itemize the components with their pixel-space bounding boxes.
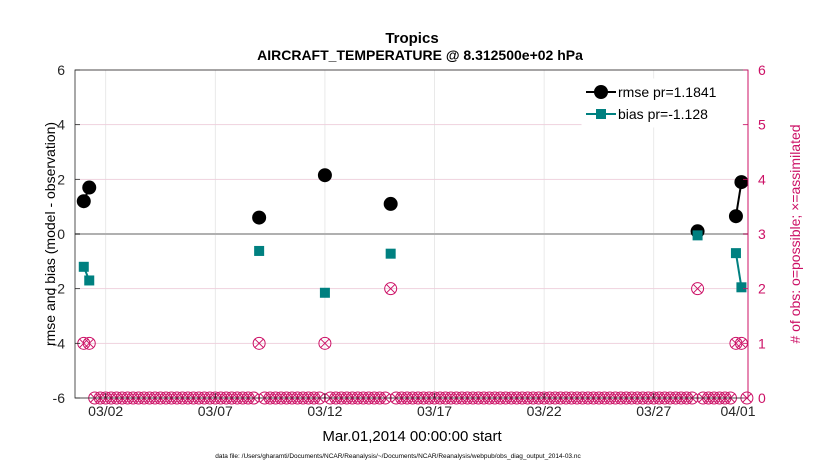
bias-point: [319, 287, 330, 298]
legend: rmse pr=1.1841 bias pr=-1.128: [581, 78, 743, 128]
obs-assimilated-marker: [84, 338, 95, 349]
y2-tick-label: 5: [758, 117, 766, 133]
bias-point: [78, 261, 89, 272]
bias-point: [84, 275, 95, 286]
x-tick-label: 03/17: [417, 403, 452, 419]
y2-tick-label: 6: [758, 62, 766, 78]
rmse-point: [734, 175, 749, 190]
obs-assimilated-cross-stroke: [254, 338, 264, 349]
obs-assimilated-marker: [692, 283, 703, 294]
obs-possible-marker: [691, 282, 705, 296]
obs-possible-marker: [384, 282, 398, 296]
y-tick-label: 4: [57, 117, 65, 133]
rmse-point: [317, 168, 332, 183]
obs-assimilated-marker: [736, 338, 747, 349]
y2-tick-label: 0: [758, 390, 766, 406]
x-tick-label: 03/12: [307, 403, 342, 419]
legend-box: [581, 78, 743, 128]
x-axis-label: Mar.01,2014 00:00:00 start: [322, 428, 502, 445]
legend-bias-label: bias pr=-1.128: [618, 106, 708, 122]
obs-assimilated-cross-stroke: [385, 283, 396, 294]
x-tick-label: 04/01: [720, 403, 755, 419]
rmse-point: [728, 209, 743, 224]
rmse-point: [82, 180, 97, 195]
obs-assimilated-cross-stroke: [84, 338, 95, 349]
legend-rmse-label: rmse pr=1.1841: [618, 84, 717, 100]
obs-assimilated-cross-stroke: [692, 283, 703, 294]
chart-title: Tropics: [385, 30, 438, 47]
rmse-point: [252, 210, 267, 225]
bias-point: [730, 248, 741, 259]
obs-possible-circle: [252, 336, 266, 350]
y2-axis-label: # of obs: o=possible; ×=assimilated: [787, 124, 803, 343]
x-tick-label: 03/02: [88, 403, 123, 419]
y-tick-label: -4: [53, 335, 66, 351]
obs-assimilated-cross-stroke: [736, 338, 747, 349]
x-axis: 03/02 03/07 03/12 03/17 03/22 03/27 04/01: [88, 393, 756, 419]
y-tick-label: -6: [53, 390, 66, 406]
y2-tick-label: 2: [758, 281, 766, 297]
y-tick-label: 0: [57, 226, 65, 242]
obs-assimilated-cross-stroke: [320, 338, 330, 349]
y-tick-label: -2: [53, 281, 66, 297]
chart-subtitle: AIRCRAFT_TEMPERATURE @ 8.312500e+02 hPa: [257, 47, 583, 63]
obs-possible-circle: [318, 336, 332, 350]
y-axis-right: 0 1 2 3 4 5 6: [743, 62, 766, 406]
rmse-point: [76, 194, 91, 209]
rmse-point: [383, 196, 398, 211]
obs-assimilated-marker: [254, 338, 264, 349]
y-axis-left: -6 -4 -2 0 2 4 6: [53, 62, 80, 406]
data-series: [76, 168, 749, 298]
y2-tick-label: 1: [758, 335, 766, 351]
bias-point: [385, 248, 396, 259]
obs-possible-circle: [691, 282, 705, 296]
obs-possible-marker: [318, 336, 332, 350]
x-tick-label: 03/07: [198, 403, 233, 419]
obs-possible-marker: [252, 336, 266, 350]
obs-assimilated-marker: [385, 283, 396, 294]
legend-bias-marker: [596, 109, 606, 119]
obs-assimilated-marker: [320, 338, 330, 349]
legend-rmse-marker: [594, 85, 608, 99]
bias-point: [692, 230, 703, 241]
bias-point: [254, 245, 265, 256]
x-tick-label: 03/27: [636, 403, 671, 419]
bias-line-segment: [734, 252, 743, 288]
y-tick-label: 2: [57, 171, 65, 187]
footnote: data file: /Users/gharamti/Documents/NCA…: [215, 453, 581, 460]
y-tick-label: 6: [57, 62, 65, 78]
obs-possible-circle: [384, 282, 398, 296]
y-axis-label: rmse and bias (model - observation): [42, 122, 58, 346]
y2-tick-label: 4: [758, 171, 766, 187]
y2-tick-label: 3: [758, 226, 766, 242]
x-tick-label: 03/22: [527, 403, 562, 419]
bias-point: [736, 282, 747, 293]
